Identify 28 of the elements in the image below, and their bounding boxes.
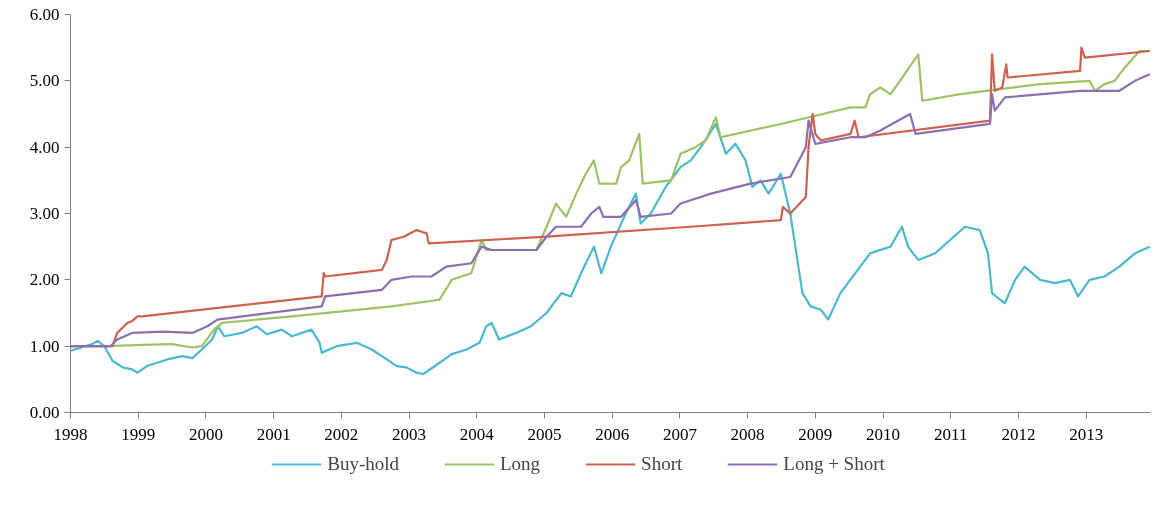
y-tick-label: 4.00 [29, 137, 60, 157]
y-tick-label: 3.00 [29, 204, 60, 223]
x-tick-label: 2011 [934, 424, 968, 444]
x-tick-label: 1999 [121, 424, 156, 444]
x-tick-label: 1998 [53, 424, 88, 444]
x-tick-label: 2003 [392, 424, 427, 444]
legend-label: Long + Short [783, 453, 885, 475]
legend-label: Buy-hold [327, 453, 399, 475]
y-tick-label: 5.00 [29, 71, 60, 91]
x-tick-label: 2010 [866, 424, 901, 444]
x-tick-label: 2002 [324, 424, 359, 444]
x-tick-label: 2005 [527, 424, 562, 444]
legend-label: Long [499, 453, 541, 475]
x-tick-label: 2007 [662, 424, 698, 444]
legend-label: Short [641, 453, 683, 475]
x-tick-label: 2009 [798, 424, 833, 444]
x-tick-label: 2000 [188, 424, 223, 444]
y-tick-label: 6.00 [29, 5, 60, 24]
x-tick-label: 2013 [1069, 424, 1104, 444]
x-tick-label: 2008 [730, 424, 765, 444]
x-tick-label: 2006 [595, 424, 630, 444]
y-tick-label: 1.00 [29, 336, 60, 356]
x-tick-label: 2004 [459, 424, 495, 444]
line-series [70, 122, 1151, 376]
y-tick-label: 2.00 [29, 270, 60, 290]
x-tick-label: 2001 [256, 424, 291, 444]
y-tick-label: 0.00 [29, 403, 60, 422]
x-tick-label: 2012 [1001, 424, 1036, 444]
